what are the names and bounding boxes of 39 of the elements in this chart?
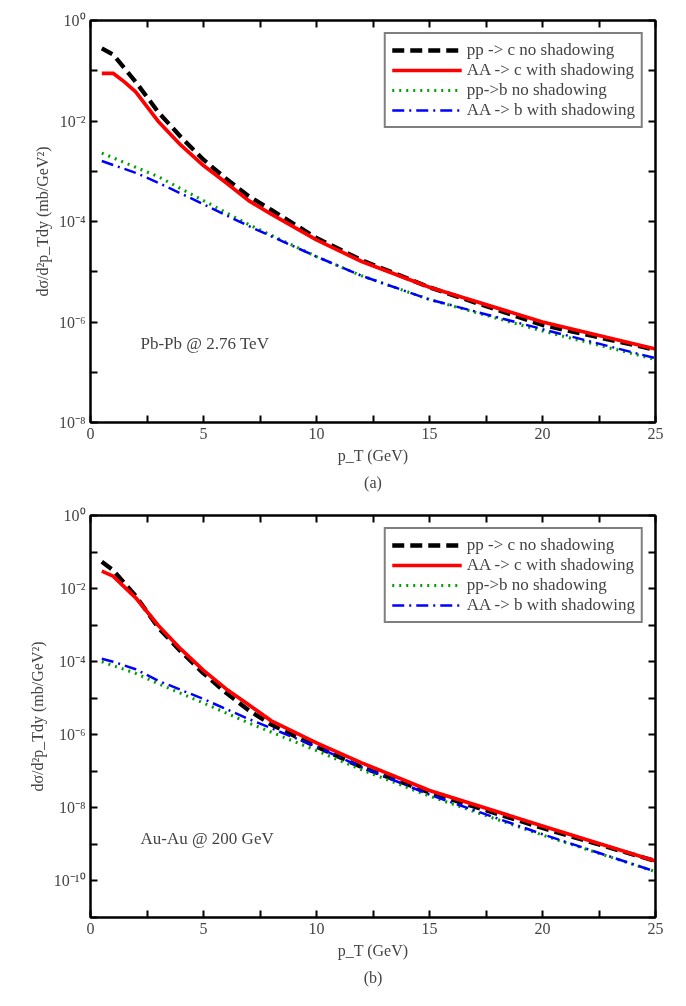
y-tick-label: 10⁻⁶ <box>58 313 86 331</box>
x-tick-label: 10 <box>308 919 325 937</box>
y-axis-title: dσ/d²p_Tdy (mb/GeV²) <box>33 146 52 297</box>
y-tick-label: 10⁻⁸ <box>58 799 86 817</box>
text: (a) <box>364 473 382 492</box>
x-axis-title: p_T (GeV) <box>337 941 409 960</box>
legend-label: AA -> b with shadowing <box>466 100 635 120</box>
x-tick-label: 0 <box>86 919 95 937</box>
y-tick-label: 10⁻² <box>59 580 86 598</box>
legend-label: pp->b no shadowing <box>466 575 607 595</box>
x-tick-label: 5 <box>199 919 208 937</box>
x-tick-label: 5 <box>199 424 208 442</box>
x-tick-label: 10 <box>308 424 325 442</box>
legend-label: AA -> c with shadowing <box>466 555 635 575</box>
x-tick-label: 0 <box>86 424 95 442</box>
legend-label: pp -> c no shadowing <box>466 40 615 60</box>
y-tick-label: 10⁻⁶ <box>58 726 86 744</box>
x-axis-title: p_T (GeV) <box>337 446 409 465</box>
legend-label: AA -> b with shadowing <box>466 595 635 615</box>
y-tick-label: 10⁻² <box>59 112 86 130</box>
y-tick-label: 10⁰ <box>63 12 86 29</box>
y-tick-label: 10⁻¹⁰ <box>53 872 86 890</box>
legend-label: AA -> c with shadowing <box>466 60 635 80</box>
annotation: Pb-Pb @ 2.76 TeV <box>140 333 270 353</box>
x-tick-label: 15 <box>421 919 438 937</box>
legend-label: pp -> c no shadowing <box>466 535 615 555</box>
x-tick-label: 15 <box>421 424 438 442</box>
y-tick-label: 10⁻⁴ <box>58 653 86 671</box>
annotation: Au-Au @ 200 GeV <box>140 828 275 848</box>
x-tick-label: 20 <box>534 919 551 937</box>
y-axis-title: dσ/d²p_Tdy (mb/GeV²) <box>28 641 47 792</box>
y-tick-label: 10⁻⁴ <box>58 213 86 230</box>
x-tick-label: 25 <box>647 424 664 442</box>
x-tick-label: 20 <box>534 424 551 442</box>
x-tick-label: 25 <box>647 919 664 937</box>
y-tick-label: 10⁻⁸ <box>58 414 86 431</box>
legend-label: pp->b no shadowing <box>466 80 607 100</box>
text: (b) <box>363 968 383 987</box>
y-tick-label: 10⁰ <box>63 507 86 524</box>
